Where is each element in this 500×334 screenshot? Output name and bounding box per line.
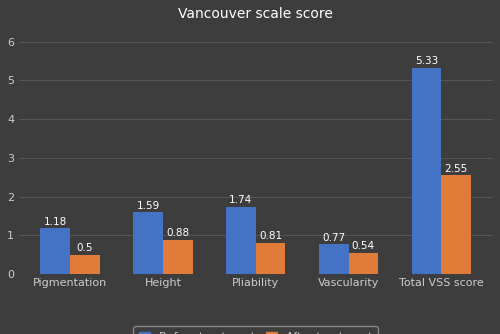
Text: 5.33: 5.33 xyxy=(415,56,438,66)
Bar xyxy=(319,244,348,274)
Bar xyxy=(226,206,256,274)
Bar xyxy=(412,68,442,274)
Text: 1.74: 1.74 xyxy=(230,195,252,205)
Text: 0.54: 0.54 xyxy=(352,241,375,252)
Bar xyxy=(40,228,70,274)
Bar xyxy=(163,240,192,274)
Text: 1.18: 1.18 xyxy=(44,217,67,227)
Bar xyxy=(134,212,163,274)
Text: 0.77: 0.77 xyxy=(322,232,345,242)
Bar xyxy=(256,242,286,274)
Text: 0.88: 0.88 xyxy=(166,228,190,238)
Bar xyxy=(348,253,378,274)
Bar xyxy=(442,175,471,274)
Text: 0.81: 0.81 xyxy=(259,231,282,241)
Legend: Before treatment, After treatment: Before treatment, After treatment xyxy=(134,326,378,334)
Title: Vancouver scale score: Vancouver scale score xyxy=(178,7,333,21)
Bar xyxy=(70,255,100,274)
Text: 1.59: 1.59 xyxy=(136,201,160,211)
Text: 2.55: 2.55 xyxy=(444,164,468,174)
Text: 0.5: 0.5 xyxy=(77,243,94,253)
